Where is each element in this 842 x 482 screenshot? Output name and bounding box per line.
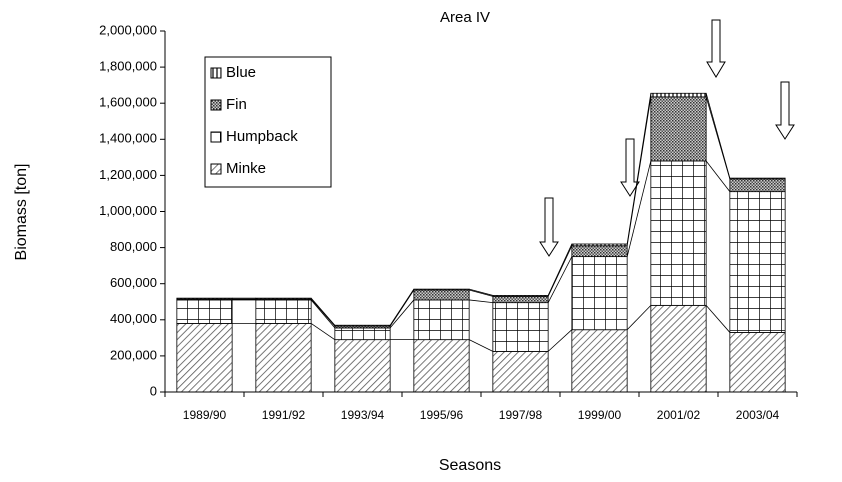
chart-title: Area IV <box>440 9 490 26</box>
series-line <box>389 288 415 326</box>
bar-segment <box>413 339 470 393</box>
x-tick-label: 1989/90 <box>183 408 227 422</box>
bar-segment <box>334 339 391 393</box>
bar-segment <box>650 160 707 306</box>
legend-swatch <box>210 99 222 111</box>
x-tick-label: 1993/94 <box>341 408 385 422</box>
bar-segment <box>255 297 312 300</box>
legend-label: Fin <box>226 96 247 113</box>
legend-label: Humpback <box>226 128 298 145</box>
series-line <box>705 93 731 179</box>
series-line <box>705 305 731 333</box>
y-axis-title: Biomass [ton] <box>13 164 30 261</box>
y-tick-label: 1,200,000 <box>99 167 157 182</box>
bar-segment <box>413 299 470 341</box>
bar-segment <box>255 299 312 324</box>
bar-segment <box>413 288 470 291</box>
y-tick-label: 1,800,000 <box>99 59 157 74</box>
series-line <box>389 289 415 327</box>
y-tick-label: 600,000 <box>110 275 157 290</box>
y-tick-label: 800,000 <box>110 239 157 254</box>
legend-swatch <box>210 163 222 175</box>
x-tick-label: 1999/00 <box>578 408 622 422</box>
bar-segment <box>729 191 786 333</box>
series-line <box>310 299 336 329</box>
legend-swatch <box>210 67 222 79</box>
bar-segment <box>571 243 628 247</box>
x-tick-label: 1995/96 <box>420 408 464 422</box>
bar-segment <box>571 245 628 258</box>
series-line <box>626 160 652 257</box>
legend-label: Minke <box>226 160 266 177</box>
bar-segment <box>729 177 786 180</box>
bar-segment <box>176 299 233 324</box>
bar-segment <box>334 327 391 341</box>
bar-segment <box>255 323 312 393</box>
series-line <box>547 329 573 352</box>
x-tick-label: 2001/02 <box>657 408 701 422</box>
series-line <box>310 323 336 340</box>
series-line <box>469 289 493 297</box>
bar-segment <box>571 256 628 331</box>
bar-segment <box>492 350 549 393</box>
y-tick-label: 1,400,000 <box>99 131 157 146</box>
series-line <box>626 93 652 245</box>
legend-swatch <box>210 131 222 143</box>
bar-segment <box>571 329 628 393</box>
bar-segment <box>492 302 549 352</box>
bar-segment <box>650 92 707 98</box>
series-line <box>468 339 494 352</box>
y-tick-label: 1,600,000 <box>99 95 157 110</box>
bar-segment <box>729 332 786 393</box>
x-tick-label: 1997/98 <box>499 408 543 422</box>
y-tick-label: 400,000 <box>110 311 157 326</box>
arrows <box>539 19 795 257</box>
bar-segment <box>729 178 786 193</box>
legend-label: Blue <box>226 64 256 81</box>
bar-segment <box>650 96 707 162</box>
bar-segment <box>650 304 707 393</box>
y-tick-label: 0 <box>150 383 157 398</box>
x-tick-label: 2003/04 <box>736 408 780 422</box>
y-tick-label: 2,000,000 <box>99 22 157 37</box>
series-line <box>547 245 573 297</box>
series-line <box>547 243 573 296</box>
series-line <box>547 256 573 303</box>
series-line <box>310 298 336 327</box>
series-line <box>469 288 493 296</box>
bar-segment <box>413 289 470 301</box>
bar-segment <box>492 295 549 297</box>
series-line <box>469 299 493 304</box>
series-line <box>389 299 415 329</box>
legend-box <box>204 56 332 188</box>
series-line <box>310 297 336 326</box>
series-line <box>705 160 731 192</box>
y-tick-label: 1,000,000 <box>99 203 157 218</box>
bar-segment <box>334 324 391 327</box>
bar-segment <box>176 323 233 393</box>
bar-segment <box>492 295 549 304</box>
y-tick-label: 200,000 <box>110 347 157 362</box>
x-tick-label: 1991/92 <box>262 408 306 422</box>
series-line <box>626 305 652 331</box>
bar-segment <box>176 297 233 300</box>
x-axis-title: Seasons <box>439 457 501 474</box>
